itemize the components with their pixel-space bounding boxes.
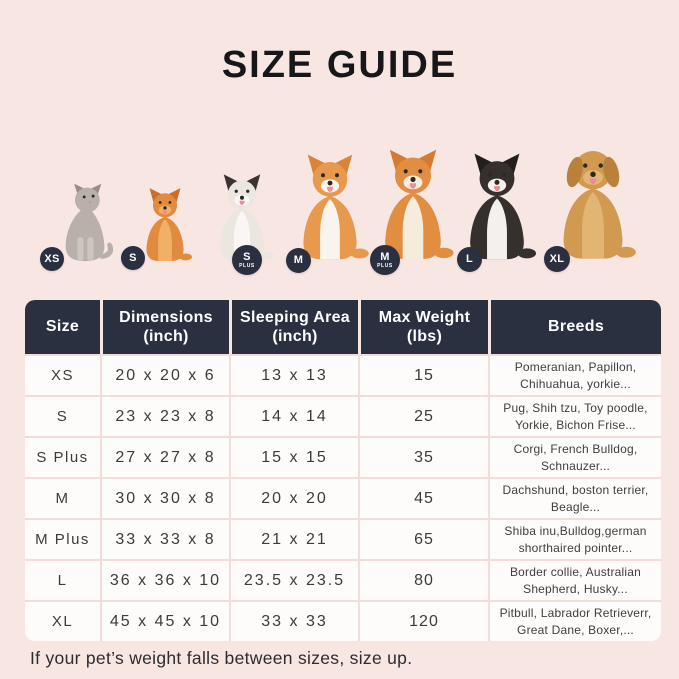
cell-size: S [25, 395, 100, 436]
size-badge-sublabel: PLUS [239, 262, 255, 269]
cell-max-weight: 120 [358, 600, 488, 641]
cell-max-weight: 35 [358, 436, 488, 477]
page-title: SIZE GUIDE [221, 44, 458, 86]
cell-max-weight: 25 [358, 395, 488, 436]
cell-sleeping-area: 20 x 20 [229, 477, 358, 518]
column-header-sleeping-area: Sleeping Area (inch) [229, 300, 358, 354]
size-badge-xs: XS [40, 247, 64, 271]
header-line-1: Dimensions [119, 308, 213, 326]
size-badge-label: M [293, 254, 304, 266]
cell-breeds: Pitbull, Labrador Retrieverr, Great Dane… [488, 600, 661, 641]
cell-dimensions: 20 x 20 x 6 [100, 354, 229, 395]
cell-sleeping-area: 33 x 33 [229, 600, 358, 641]
cell-dimensions: 45 x 45 x 10 [100, 600, 229, 641]
cell-breeds: Dachshund, boston terrier, Beagle... [488, 477, 661, 518]
header-line-1: Breeds [547, 318, 605, 336]
column-header-size: Size [25, 300, 100, 354]
cell-breeds: Pomeranian, Papillon, Chihuahua, yorkie.… [488, 354, 661, 395]
column-header-dimensions: Dimensions (inch) [100, 300, 229, 354]
cell-breeds: Shiba inu,Bulldog,german shorthaired poi… [488, 518, 661, 559]
cell-size: XS [25, 354, 100, 395]
cell-size: M Plus [25, 518, 100, 559]
cell-dimensions: 33 x 33 x 8 [100, 518, 229, 559]
size-badge-s-plus: S PLUS [232, 245, 262, 275]
header-line-2: (inch) [272, 328, 318, 345]
size-badge-label: S [129, 251, 137, 264]
size-badge-m: M [286, 248, 311, 273]
size-badge-label: L [465, 253, 474, 265]
cell-sleeping-area: 21 x 21 [229, 518, 358, 559]
cell-sleeping-area: 23.5 x 23.5 [229, 559, 358, 600]
header-line-2: (inch) [143, 328, 189, 345]
header-line-2: (lbs) [406, 328, 443, 345]
header-line-1: Size [45, 318, 80, 336]
column-header-max-weight: Max Weight (lbs) [358, 300, 488, 354]
cell-sleeping-area: 14 x 14 [229, 395, 358, 436]
cell-dimensions: 36 x 36 x 10 [100, 559, 229, 600]
header-line-1: Max Weight [378, 308, 471, 326]
cell-max-weight: 15 [358, 354, 488, 395]
cell-max-weight: 45 [358, 477, 488, 518]
cell-size: M [25, 477, 100, 518]
cell-size: S Plus [25, 436, 100, 477]
size-badge-xl: XL [544, 246, 570, 272]
cell-breeds: Border collie, Australian Shepherd, Husk… [488, 559, 661, 600]
size-badge-label: M [380, 250, 390, 263]
column-header-breeds: Breeds [488, 300, 661, 354]
size-table: Size Dimensions (inch) Sleeping Area (in… [25, 300, 661, 641]
cell-dimensions: 27 x 27 x 8 [100, 436, 229, 477]
size-badge-sublabel: PLUS [377, 262, 393, 269]
cell-breeds: Pug, Shih tzu, Toy poodle, Yorkie, Bicho… [488, 395, 661, 436]
cell-dimensions: 23 x 23 x 8 [100, 395, 229, 436]
size-badge-label: XS [44, 252, 60, 265]
size-badge-m-plus: M PLUS [370, 245, 400, 275]
cell-breeds: Corgi, French Bulldog, Schnauzer... [488, 436, 661, 477]
cell-sleeping-area: 15 x 15 [229, 436, 358, 477]
cell-size: XL [25, 600, 100, 641]
cell-max-weight: 65 [358, 518, 488, 559]
cell-sleeping-area: 13 x 13 [229, 354, 358, 395]
size-badge-label: S [243, 250, 251, 263]
size-badge-s: S [121, 246, 145, 270]
cell-max-weight: 80 [358, 559, 488, 600]
sizing-note: If your pet’s weight falls between sizes… [30, 648, 413, 668]
cell-dimensions: 30 x 30 x 8 [100, 477, 229, 518]
size-badge-label: XL [549, 252, 565, 265]
cell-size: L [25, 559, 100, 600]
size-badge-l: L [457, 247, 482, 272]
header-line-1: Sleeping Area [239, 308, 350, 326]
